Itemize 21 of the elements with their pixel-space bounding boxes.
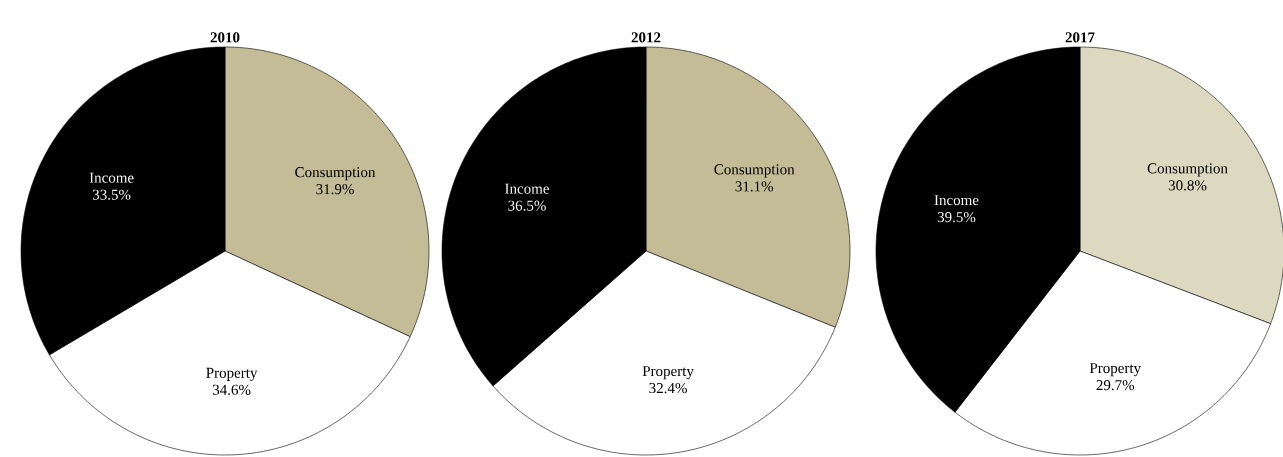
data-label: 33.5% <box>92 189 131 200</box>
data-label: 39.5% <box>937 212 976 223</box>
slice-label: Consumption <box>714 164 795 178</box>
data-label: 30.8% <box>1168 180 1207 191</box>
slice-label: Consumption <box>295 167 376 181</box>
data-label: 32.4% <box>649 383 687 394</box>
slice-label: Income <box>505 183 549 194</box>
slice-label: Income <box>934 195 979 206</box>
data-label: 34.6% <box>212 384 251 395</box>
slice-label: Consumption <box>1147 163 1228 177</box>
chart-title: 2010 <box>210 32 240 43</box>
data-label: 29.7% <box>1096 380 1135 391</box>
slice-label: Income <box>89 172 134 183</box>
chart-title: 2017 <box>1065 32 1095 43</box>
slice-label: Property <box>206 367 258 381</box>
data-label: 31.9% <box>316 184 354 195</box>
chart-title: 2012 <box>631 32 661 43</box>
data-label: 31.1% <box>735 181 774 192</box>
slice-label: Property <box>642 366 694 380</box>
data-label: 36.5% <box>508 200 546 211</box>
slice-label: Property <box>1089 363 1142 377</box>
